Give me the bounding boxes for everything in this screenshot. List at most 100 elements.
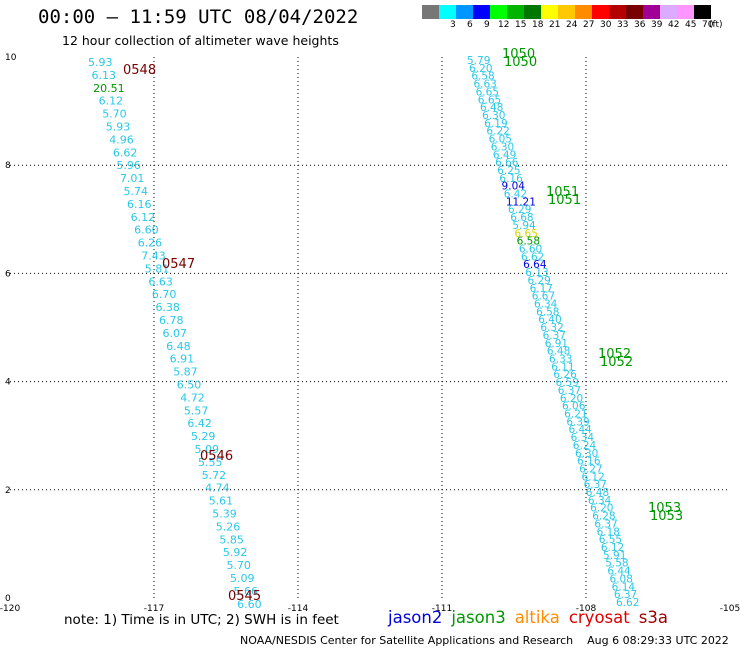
- data-point-label: 6.20: [560, 393, 583, 405]
- legend-box-10: [592, 5, 609, 19]
- data-point-label: 6.49: [493, 149, 516, 161]
- legend-label-9: 9: [484, 20, 490, 30]
- data-point-label: 5.55: [198, 456, 223, 469]
- data-point-label: 6.13: [525, 267, 548, 279]
- x-tick-label: -108: [576, 604, 597, 614]
- mission-cryosat: cryosat: [568, 608, 630, 627]
- data-point-label: 6.60: [237, 598, 262, 611]
- mission-jason3: jason3: [451, 608, 506, 627]
- legend-label-21: 21: [549, 20, 561, 30]
- data-point-label: 6.91: [545, 338, 568, 350]
- pass-time-label: 1051: [548, 193, 581, 208]
- mission-legend: jason2 jason3 altika cryosat s3a: [388, 608, 677, 627]
- data-point-label: 6.08: [610, 573, 633, 585]
- data-point-label: 5.61: [209, 495, 234, 508]
- data-point-label: 6.13: [92, 69, 117, 82]
- y-tick-label: 10: [5, 53, 17, 63]
- pass-time-label: 1052: [600, 355, 633, 370]
- data-point-label: 4.74: [205, 482, 230, 495]
- legend-label-3: 3: [450, 20, 456, 30]
- pass-time-label: 1053: [648, 501, 681, 516]
- legend-box-9: [575, 5, 592, 19]
- data-point-label: 6.37: [614, 589, 637, 601]
- legend-box-14: [660, 5, 677, 19]
- data-point-label: 6.42: [504, 189, 527, 201]
- legend-box-4: [490, 5, 507, 19]
- data-point-label: 6.14: [612, 581, 636, 593]
- data-point-label: 6.32: [540, 322, 563, 334]
- data-point-label: 6.62: [521, 251, 544, 263]
- data-point-label: 6.16: [127, 198, 152, 211]
- legend-box-7: [541, 5, 558, 19]
- data-point-label: 6.34: [571, 432, 595, 444]
- legend-label-39: 39: [651, 20, 663, 30]
- data-point-label: 6.67: [532, 291, 555, 303]
- data-point-label: 6.65: [476, 86, 499, 98]
- data-point-label: 5.94: [512, 220, 536, 232]
- legend-unit: (ft): [709, 20, 723, 30]
- data-point-label: 7.43: [141, 250, 166, 263]
- y-tick-label: 0: [5, 594, 11, 604]
- data-point-label: 6.65: [515, 228, 538, 240]
- data-point-label: 5.26: [216, 520, 241, 533]
- data-point-label: 6.19: [484, 118, 507, 130]
- data-point-label: 6.05: [489, 134, 512, 146]
- chart-title: 00:00 – 11:59 UTC 08/04/2022: [38, 6, 359, 28]
- data-point-label: 7.01: [120, 172, 145, 185]
- data-point-label: 5.81: [145, 262, 170, 275]
- data-point-label: 6.58: [536, 306, 559, 318]
- data-point-label: 6.17: [530, 283, 553, 295]
- data-point-label: 6.12: [581, 471, 604, 483]
- data-point-label: 6.68: [510, 212, 533, 224]
- data-point-label: 6.28: [592, 511, 615, 523]
- data-point-label: 5.58: [605, 558, 628, 570]
- legend-box-0: [422, 5, 439, 19]
- data-point-label: 5.09: [195, 443, 220, 456]
- chart-subtitle: 12 hour collection of altimeter wave hei…: [62, 33, 339, 48]
- data-point-label: 5.39: [212, 508, 237, 521]
- data-point-label: 6.30: [491, 141, 514, 153]
- pass-time-label: 1053: [650, 509, 683, 524]
- data-point-label: 6.59: [556, 377, 579, 389]
- y-tick-label: 8: [5, 161, 11, 171]
- data-point-label: 6.37: [543, 330, 566, 342]
- data-point-label: 6.78: [159, 314, 184, 327]
- data-point-label: 6.70: [152, 288, 177, 301]
- data-point-label: 6.40: [538, 314, 561, 326]
- data-point-label: 6.66: [495, 157, 519, 169]
- data-point-label: 4.72: [180, 391, 205, 404]
- data-point-label: 5.09: [230, 572, 255, 585]
- data-point-label: 6.91: [170, 353, 195, 366]
- data-point-label: 5.57: [184, 404, 209, 417]
- data-point-label: 6.24: [573, 440, 597, 452]
- data-point-label: 5.87: [173, 366, 198, 379]
- data-point-label: 6.44: [568, 424, 592, 436]
- data-point-label: 6.16: [577, 456, 601, 468]
- data-point-label: 6.48: [586, 487, 609, 499]
- legend-label-18: 18: [532, 20, 544, 30]
- legend-label-70: 70: [702, 20, 714, 30]
- legend-label-27: 27: [583, 20, 595, 30]
- y-tick-label: 2: [5, 486, 11, 496]
- data-point-label: 6.60: [134, 224, 159, 237]
- x-tick-label: -120: [0, 604, 20, 614]
- data-point-label: 6.62: [616, 597, 639, 609]
- data-point-label: 6.30: [575, 448, 598, 460]
- pass-time-label: 0547: [162, 257, 195, 272]
- data-point-label: 6.27: [579, 463, 602, 475]
- data-point-label: 6.26: [138, 237, 163, 250]
- data-point-label: 5.70: [102, 108, 127, 121]
- legend-label-6: 6: [467, 20, 473, 30]
- data-point-label: 6.55: [599, 534, 622, 546]
- data-point-label: 6.12: [99, 95, 124, 108]
- data-point-label: 6.58: [471, 71, 494, 83]
- data-point-label: 6.30: [482, 110, 505, 122]
- legend-box-8: [558, 5, 575, 19]
- pass-time-label: 1050: [502, 47, 535, 62]
- data-point-label: 6.63: [148, 275, 173, 288]
- data-point-label: 6.37: [594, 518, 617, 530]
- data-point-label: 5.96: [116, 159, 140, 172]
- pass-time-label: 1051: [546, 185, 579, 200]
- data-point-label: 6.18: [597, 526, 620, 538]
- credit-text: NOAA/NESDIS Center for Satellite Applica…: [240, 634, 574, 647]
